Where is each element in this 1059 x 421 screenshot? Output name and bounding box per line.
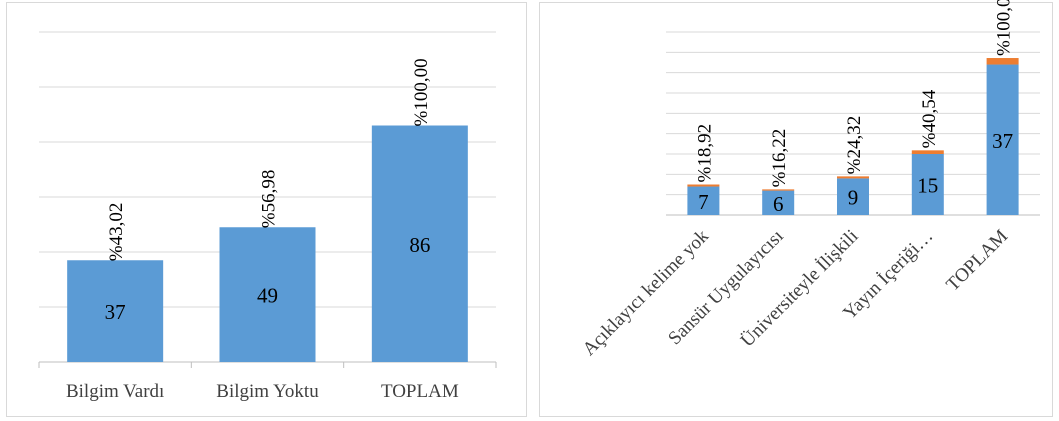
- bar-segment: [687, 186, 720, 215]
- percent-label: %24,32: [844, 116, 865, 175]
- data-label: 37: [105, 300, 126, 324]
- bar: [219, 227, 316, 362]
- percent-label: %40,54: [919, 89, 940, 148]
- data-label: 6: [773, 192, 784, 216]
- percent-label: %56,98: [259, 170, 280, 229]
- data-label: 15: [917, 174, 938, 198]
- bar-segment: [762, 190, 795, 215]
- percent-label: %100,00: [994, 0, 1015, 56]
- data-label: 49: [257, 284, 278, 308]
- category-label: Açıklayıcı kelime yok: [579, 225, 714, 360]
- percent-label: %43,02: [106, 203, 127, 262]
- data-label: 9: [848, 186, 859, 210]
- bar: [67, 260, 164, 362]
- percent-label: %16,22: [769, 129, 790, 188]
- category-label: Bilgim Yoktu: [216, 381, 319, 402]
- bar-segment: [911, 154, 944, 215]
- bar-segment: [837, 178, 869, 215]
- percent-label: %18,92: [694, 124, 715, 183]
- bar-cap-segment: [837, 176, 869, 179]
- bar-cap-segment: [911, 150, 944, 154]
- right-chart-panel: 7 %18,92 Açıklayıcı kelime yok 6 %16,22 Sansü…: [539, 0, 1053, 417]
- data-label: 7: [698, 190, 709, 214]
- category-label: Bilgim Vardı: [66, 381, 164, 402]
- category-label: TOPLAM: [381, 381, 459, 402]
- bar-cap-segment: [762, 189, 795, 191]
- bar-cap-segment: [986, 58, 1019, 65]
- bar-segment: [986, 64, 1019, 216]
- percent-label: %100,00: [411, 58, 432, 126]
- bar: [371, 125, 468, 362]
- left-bar-chart: 37 %43,02 Bilgim Vardı 49 %56,98 Bilgim Yoktu…: [38, 31, 497, 402]
- left-chart-panel: 37 %43,02 Bilgim Vardı 49 %56,98 Bilgim Yoktu…: [6, 2, 527, 417]
- data-label: 37: [992, 129, 1013, 153]
- data-label: 86: [409, 233, 430, 257]
- category-label: TOPLAM: [942, 226, 1012, 296]
- bar-cap-segment: [687, 184, 720, 187]
